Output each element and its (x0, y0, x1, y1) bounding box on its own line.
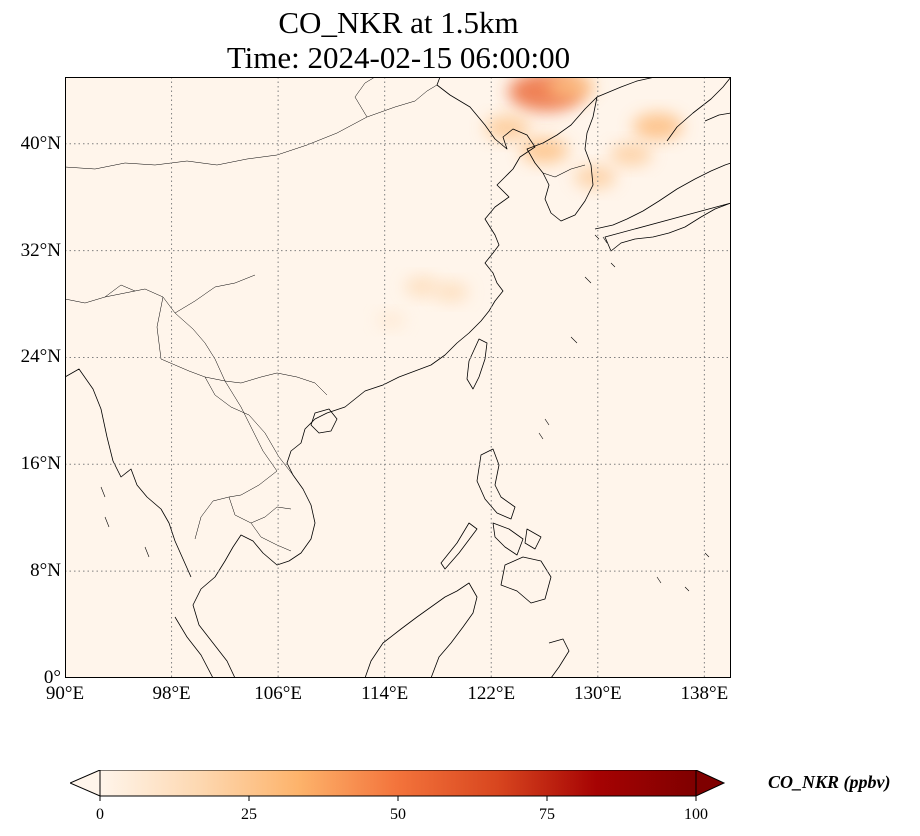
co-plume-6 (404, 276, 440, 297)
colorbar-tick-label: 75 (539, 806, 555, 823)
coastline-sulawesi (548, 638, 570, 678)
colorbar-extend-low (68, 769, 101, 797)
coastline-korea (526, 96, 598, 222)
lon-tick-label: 90°E (45, 683, 85, 704)
co-plume-8 (377, 312, 406, 329)
coastline-hainan (310, 408, 338, 434)
colorbar-tick-label: 0 (96, 806, 104, 823)
coastline-borneo (364, 582, 478, 678)
co-plume-5 (610, 142, 653, 166)
lat-tick-label: 24°N (20, 346, 61, 368)
country-borders (65, 77, 438, 552)
colorbar-tick-label: 100 (684, 806, 708, 823)
lon-tick-label: 114°E (361, 683, 409, 704)
plot-subtitle-time: Time: 2024-02-15 06:00:00 (226, 40, 571, 75)
coastline-hokkaido (704, 112, 731, 122)
plot-title: CO_NKR at 1.5km (278, 5, 519, 40)
co-plume-9 (547, 77, 596, 100)
lon-tick-label: 98°E (152, 683, 191, 704)
colorbar-label: CO_NKR (ppbv) (768, 772, 891, 792)
coastline-russia (596, 77, 731, 142)
lat-tick-label: 16°N (20, 453, 61, 475)
colorbar-gradient (99, 769, 697, 797)
coastlines-and-borders (65, 77, 731, 678)
map-canvas (65, 77, 731, 678)
lat-tick-label: 40°N (20, 132, 61, 154)
colorbar-tick-label: 50 (390, 806, 406, 823)
coastline-mainland (192, 77, 536, 678)
coastline-palawan (440, 522, 478, 570)
map-panel (65, 77, 731, 678)
lon-tick-label: 106°E (254, 683, 302, 704)
coastline-japan (594, 162, 731, 252)
co-plume-4 (632, 112, 683, 140)
border-korea-dmz (542, 164, 586, 178)
colorbar-tick-label: 25 (241, 806, 257, 823)
coastline-visayas (492, 522, 542, 556)
coastline-mindanao (500, 556, 552, 604)
co-plume-1 (484, 115, 530, 141)
colorbar-graphic (68, 769, 726, 801)
colorbar (68, 769, 726, 807)
co-concentration-field (377, 77, 683, 329)
colorbar-extend-high (695, 769, 726, 797)
coastline-sumatra (174, 616, 214, 678)
lon-tick-label: 138°E (680, 683, 729, 704)
lat-tick-label: 0° (43, 667, 61, 688)
lat-tick-label: 32°N (20, 239, 61, 261)
graticule (65, 77, 731, 678)
coastline-luzon (476, 448, 516, 520)
lat-tick-label: 8°N (30, 560, 61, 582)
coastline-islands (100, 234, 710, 592)
coastline-myanmar (65, 368, 192, 578)
lon-tick-label: 122°E (467, 683, 516, 704)
colorbar-tick-marks (99, 796, 697, 801)
coastline-taiwan (466, 338, 488, 390)
co-plume-7 (433, 282, 469, 302)
co-plume-3 (574, 165, 617, 189)
map-border (65, 77, 731, 678)
lon-tick-label: 130°E (573, 683, 622, 704)
